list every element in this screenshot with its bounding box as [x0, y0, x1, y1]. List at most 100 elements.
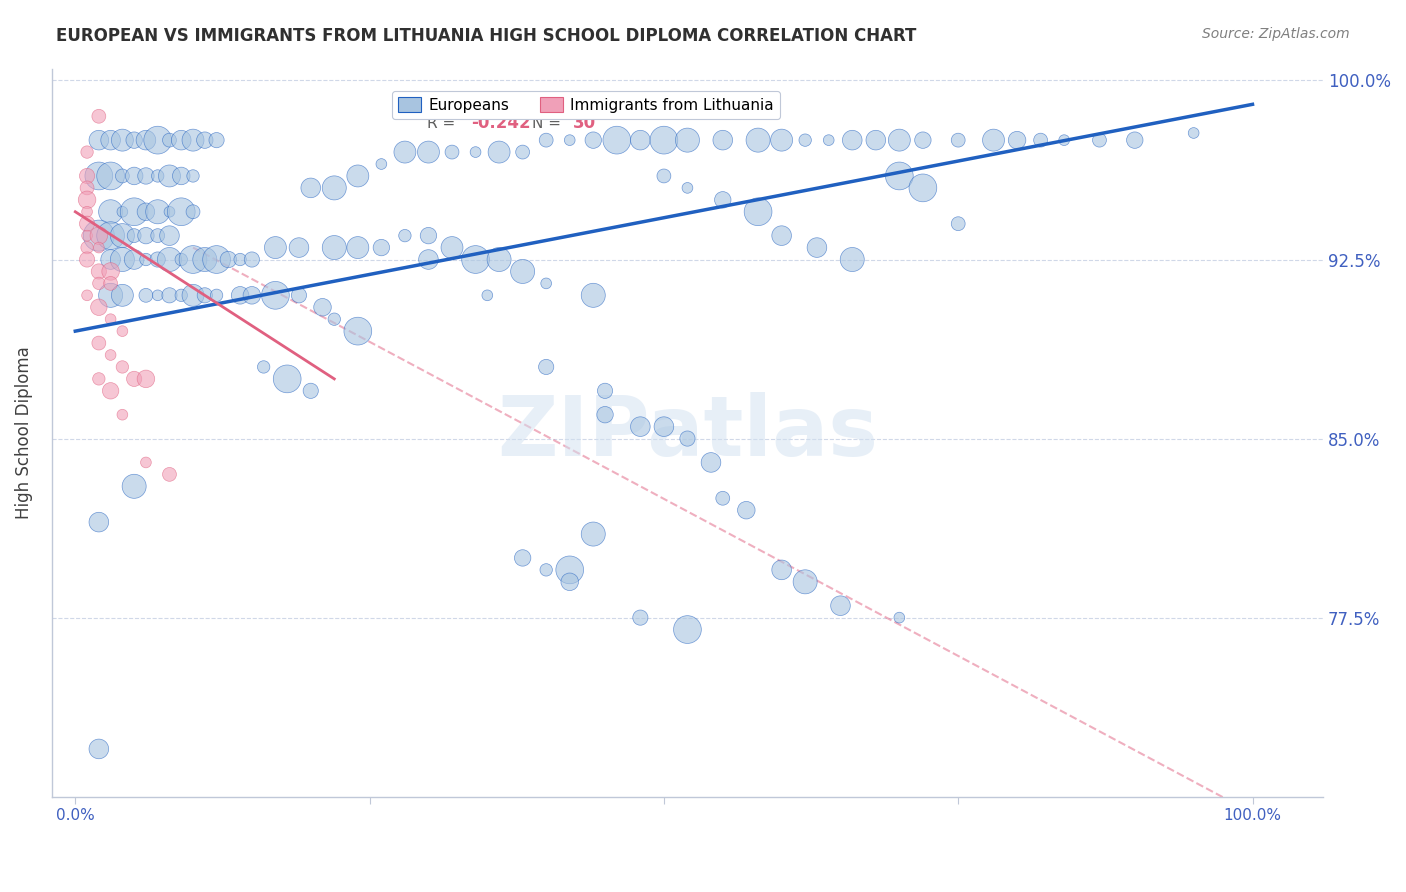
Europeans: [87, 228, 110, 243]
Immigrants from Lithuania: [111, 359, 134, 374]
Immigrants from Lithuania: [100, 264, 122, 278]
Europeans: [135, 204, 157, 219]
Europeans: [264, 241, 287, 255]
Europeans: [770, 228, 793, 243]
Europeans: [122, 479, 145, 493]
Europeans: [276, 372, 298, 386]
Europeans: [111, 288, 134, 302]
Europeans: [229, 288, 252, 302]
Europeans: [135, 228, 157, 243]
Immigrants from Lithuania: [87, 241, 110, 255]
Immigrants from Lithuania: [76, 217, 98, 231]
Europeans: [418, 252, 440, 267]
Europeans: [370, 157, 392, 171]
Europeans: [253, 359, 276, 374]
Europeans: [181, 252, 204, 267]
Europeans: [889, 169, 911, 183]
Immigrants from Lithuania: [87, 300, 110, 314]
Legend: Europeans, Immigrants from Lithuania: Europeans, Immigrants from Lithuania: [391, 91, 780, 119]
Text: 123: 123: [574, 92, 607, 111]
Europeans: [146, 288, 169, 302]
Europeans: [346, 241, 368, 255]
Immigrants from Lithuania: [76, 193, 98, 207]
Europeans: [159, 228, 181, 243]
Text: R =: R =: [427, 94, 460, 109]
Europeans: [1182, 126, 1205, 140]
Europeans: [100, 169, 122, 183]
Immigrants from Lithuania: [76, 181, 98, 195]
Europeans: [794, 574, 817, 589]
Europeans: [512, 550, 534, 565]
Immigrants from Lithuania: [76, 241, 98, 255]
Europeans: [159, 169, 181, 183]
Immigrants from Lithuania: [76, 228, 98, 243]
Europeans: [747, 204, 769, 219]
Europeans: [582, 133, 605, 147]
Europeans: [606, 133, 628, 147]
Text: N =: N =: [533, 94, 567, 109]
Europeans: [217, 252, 239, 267]
Europeans: [735, 503, 758, 517]
Europeans: [948, 217, 970, 231]
Immigrants from Lithuania: [87, 109, 110, 123]
Europeans: [830, 599, 852, 613]
Europeans: [181, 204, 204, 219]
Europeans: [1123, 133, 1146, 147]
Immigrants from Lithuania: [87, 228, 110, 243]
Europeans: [159, 288, 181, 302]
Immigrants from Lithuania: [76, 288, 98, 302]
Europeans: [676, 432, 699, 446]
Europeans: [122, 133, 145, 147]
Europeans: [889, 133, 911, 147]
Europeans: [911, 133, 934, 147]
Europeans: [229, 252, 252, 267]
Text: -0.242: -0.242: [471, 114, 531, 132]
Europeans: [146, 169, 169, 183]
Europeans: [170, 204, 193, 219]
Europeans: [87, 742, 110, 756]
Europeans: [194, 288, 217, 302]
Europeans: [652, 169, 675, 183]
Y-axis label: High School Diploma: High School Diploma: [15, 346, 32, 519]
Europeans: [652, 419, 675, 434]
Europeans: [770, 563, 793, 577]
Europeans: [477, 288, 499, 302]
Immigrants from Lithuania: [76, 204, 98, 219]
Europeans: [194, 252, 217, 267]
Europeans: [676, 181, 699, 195]
Europeans: [323, 181, 346, 195]
Europeans: [558, 563, 581, 577]
Europeans: [111, 252, 134, 267]
Europeans: [534, 133, 557, 147]
Europeans: [747, 133, 769, 147]
Europeans: [299, 181, 322, 195]
Europeans: [948, 133, 970, 147]
Europeans: [181, 133, 204, 147]
Europeans: [159, 204, 181, 219]
Europeans: [512, 145, 534, 159]
Europeans: [181, 288, 204, 302]
Europeans: [841, 252, 863, 267]
Europeans: [700, 455, 723, 469]
Europeans: [240, 252, 263, 267]
Europeans: [100, 133, 122, 147]
Europeans: [87, 133, 110, 147]
Europeans: [205, 252, 228, 267]
Europeans: [464, 252, 486, 267]
Europeans: [264, 288, 287, 302]
Europeans: [135, 252, 157, 267]
Europeans: [676, 133, 699, 147]
Immigrants from Lithuania: [100, 312, 122, 326]
Europeans: [911, 181, 934, 195]
Europeans: [346, 169, 368, 183]
Europeans: [711, 491, 734, 506]
Europeans: [159, 252, 181, 267]
Text: 30: 30: [574, 114, 596, 132]
Immigrants from Lithuania: [100, 348, 122, 362]
Europeans: [122, 228, 145, 243]
Europeans: [135, 288, 157, 302]
Immigrants from Lithuania: [87, 372, 110, 386]
Europeans: [100, 252, 122, 267]
Europeans: [983, 133, 1005, 147]
Europeans: [1088, 133, 1111, 147]
